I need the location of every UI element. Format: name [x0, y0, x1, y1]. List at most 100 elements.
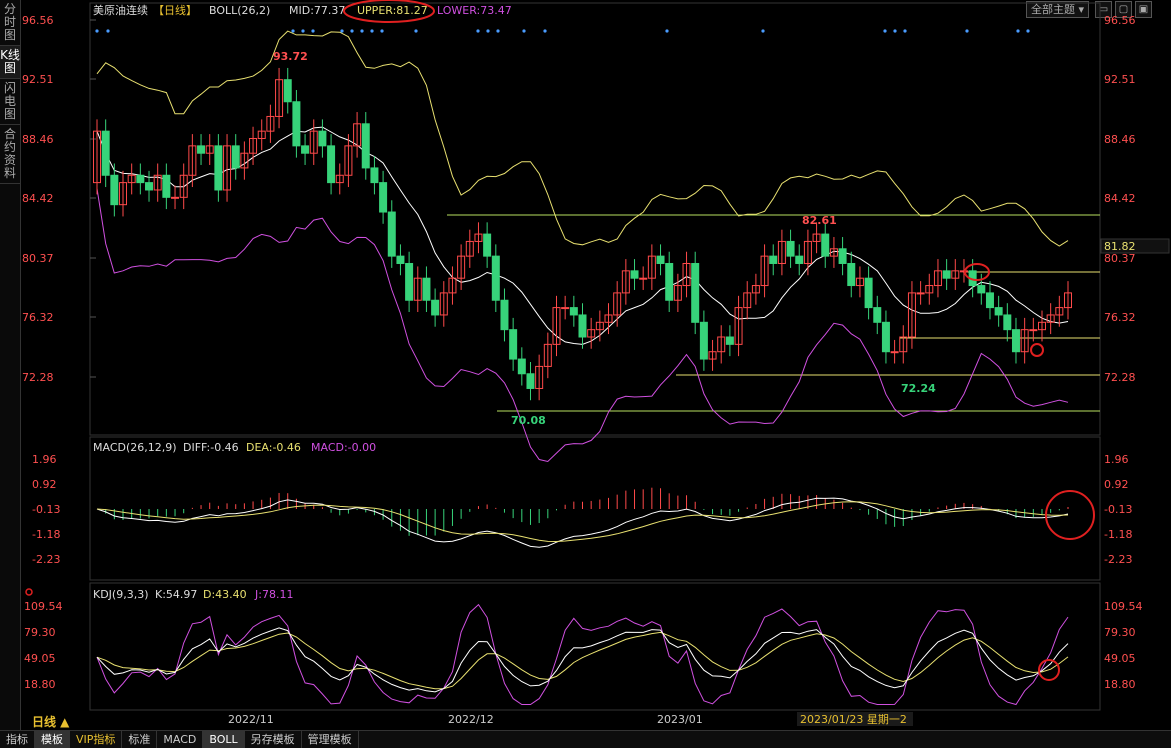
signal-dot [340, 29, 344, 33]
cursor-date-label: 2023/01/23 星期一2 [800, 713, 907, 726]
candle-body [881, 321, 890, 353]
candle-body [621, 270, 630, 294]
candle-body [526, 373, 535, 389]
candle-body [994, 307, 1003, 316]
btn-standard[interactable]: 标准 [122, 731, 158, 748]
candle-body [673, 285, 682, 301]
candle-body [422, 277, 431, 301]
candle-body [769, 255, 778, 264]
main-ytick-left: 76.32 [22, 311, 54, 324]
candle-body [205, 145, 214, 154]
candle-body [604, 314, 613, 323]
candle-body [405, 262, 414, 301]
candle-body [1029, 329, 1038, 332]
candle-body [933, 270, 942, 287]
candle-body [1046, 314, 1055, 323]
candle-body [197, 145, 206, 154]
candle-body [873, 307, 882, 323]
candle-body [613, 292, 622, 316]
macd-diff-line [96, 497, 1069, 548]
candle-body [838, 248, 847, 264]
candlestick-series [93, 29, 1072, 401]
btn-manage-template[interactable]: 管理模板 [302, 731, 359, 748]
main-ytick-left: 92.51 [22, 73, 54, 86]
kdj-ytick-right: 18.80 [1104, 678, 1136, 691]
candle-body [1037, 321, 1046, 331]
kdj-j-line [96, 603, 1069, 706]
upper-label-highlight-circle [343, 0, 435, 23]
candle-body [951, 270, 960, 279]
candle-body [344, 145, 353, 176]
signal-dot [522, 29, 526, 33]
signal-dot [476, 29, 480, 33]
macd-ytick-left: -1.18 [32, 528, 60, 541]
candle-body [647, 255, 656, 279]
candle-body [517, 358, 526, 375]
candle-body [1055, 307, 1064, 316]
candle-body [162, 174, 171, 198]
window-minimize-icon[interactable]: ▭ [1095, 1, 1112, 18]
btn-boll[interactable]: BOLL [203, 731, 245, 748]
macd-cross-highlight-circle [1045, 490, 1095, 540]
macd-ytick-right: 1.96 [1104, 453, 1129, 466]
candle-body [370, 167, 379, 184]
signal-dot [1026, 29, 1030, 33]
kdj-d-line [96, 631, 1069, 690]
window-restore-icon[interactable]: ▢ [1115, 1, 1132, 18]
macd-histogram [105, 487, 1069, 536]
signal-dot [414, 29, 418, 33]
tab-contract-info[interactable]: 合约资料 [0, 125, 20, 184]
btn-template[interactable]: 模板 [35, 731, 70, 748]
candle-body [864, 277, 873, 309]
signal-dot [486, 29, 490, 33]
kdj-title: KDJ(9,3,3) [93, 588, 149, 601]
btn-macd[interactable]: MACD [157, 731, 204, 748]
candle-body [257, 130, 266, 140]
signal-dot [95, 29, 99, 33]
btn-save-template[interactable]: 另存模板 [245, 731, 302, 748]
candle-body [942, 270, 951, 279]
candle-body [396, 255, 405, 264]
candle-body [136, 174, 145, 184]
macd-ytick-left: 0.92 [32, 478, 57, 491]
candle-body [812, 233, 821, 242]
candle-body [639, 277, 648, 280]
instrument-title: 美原油连续 [93, 3, 148, 17]
macd-dea-line [96, 501, 1069, 543]
btn-indicator[interactable]: 指标 [0, 731, 35, 748]
candle-body [760, 255, 769, 287]
candle-body [275, 79, 284, 117]
candle-body [179, 174, 188, 198]
signal-dot [350, 29, 354, 33]
signal-dot [893, 29, 897, 33]
signal-dot [665, 29, 669, 33]
candle-body [786, 240, 795, 257]
main-ytick-left: 88.46 [22, 133, 54, 146]
candle-body [907, 292, 916, 338]
kdj-settings-icon[interactable] [25, 588, 33, 596]
macd-diff-label: DIFF:-0.46 [183, 441, 239, 454]
chart-canvas[interactable]: 美原油连续 【日线】 BOLL(26,2) MID:77.37 UPPER:81… [0, 0, 1171, 730]
left-tab-sidebar: 分时图 K线图 闪电图 合约资料 [0, 0, 21, 730]
kdj-k-label: K:54.97 [155, 588, 197, 601]
main-panel-frame [89, 2, 1101, 436]
candle-body [431, 299, 440, 316]
tab-timeshare[interactable]: 分时图 [0, 0, 20, 46]
main-ytick-left: 96.56 [22, 14, 54, 27]
signal-dot [370, 29, 374, 33]
candle-body [691, 262, 700, 323]
annotation-high: 93.72 [273, 50, 308, 63]
boll-mid-label: MID:77.37 [289, 4, 345, 17]
tab-kline[interactable]: K线图 [0, 46, 20, 79]
macd-ytick-right: -2.23 [1104, 553, 1132, 566]
period-tag: 【日线】 [153, 3, 197, 17]
candle-body [665, 262, 674, 301]
main-y-axis: 96.56 96.56 92.51 92.51 88.46 88.46 84.42 84.42… [22, 14, 1136, 384]
candle-body [916, 292, 925, 295]
theme-select[interactable]: 全部主题 ▾ [1025, 1, 1089, 18]
period-button[interactable]: 日线 ▲ [32, 714, 70, 729]
signal-dot [301, 29, 305, 33]
window-close-icon[interactable]: ▣ [1135, 1, 1152, 18]
tab-lightning[interactable]: 闪电图 [0, 79, 20, 125]
btn-vip-indicator[interactable]: VIP指标 [70, 731, 123, 748]
